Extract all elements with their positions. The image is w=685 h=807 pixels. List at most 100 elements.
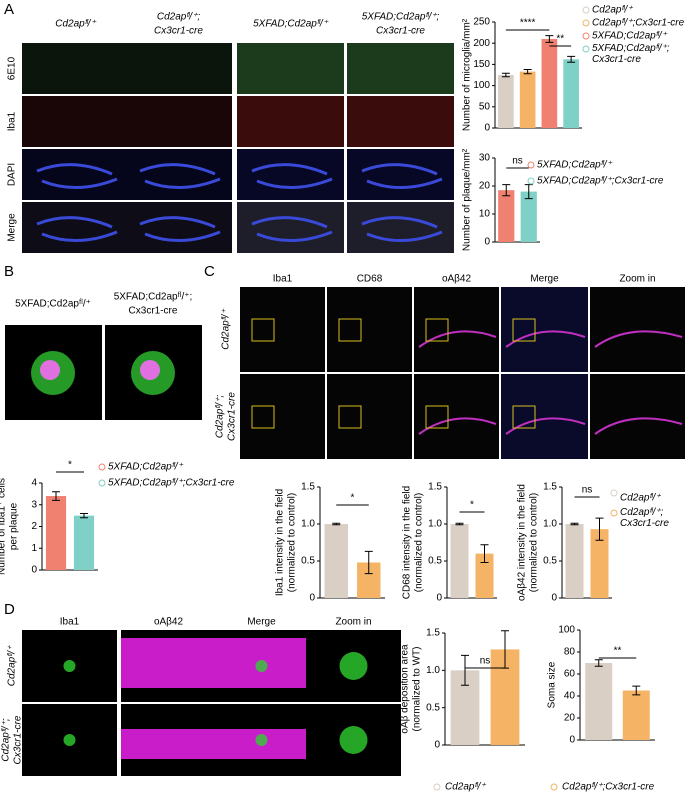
- y-tick-label: 0: [309, 593, 315, 604]
- column-header: Iba1: [60, 617, 80, 628]
- micrograph: [347, 202, 454, 253]
- y-tick-label: 3: [31, 499, 37, 510]
- y-tick-label: 30: [479, 153, 491, 164]
- y-tick-label: 0: [484, 237, 490, 248]
- panel-label: A: [4, 1, 14, 18]
- significance-label: **: [614, 646, 622, 657]
- y-tick-label: 20: [479, 181, 491, 192]
- bar: [73, 515, 95, 570]
- bar: [324, 524, 348, 598]
- significance-label: ns: [582, 485, 593, 496]
- hippocampus-layer: [139, 163, 221, 190]
- y-axis-label: (normalized to WT): [412, 646, 423, 731]
- micrograph: [590, 287, 685, 372]
- y-tick-label: 0.5: [301, 556, 315, 567]
- bar: [357, 562, 381, 598]
- micrograph: [240, 374, 325, 459]
- micrograph: [22, 96, 129, 147]
- error-bar: [501, 72, 510, 78]
- y-axis-label: per plaque: [9, 502, 20, 550]
- column-header: CD68: [357, 274, 383, 285]
- row-label: Cd2apᶠˡ/⁺: [7, 645, 18, 686]
- y-tick-label: 0.5: [543, 556, 557, 567]
- plaque: [140, 360, 160, 380]
- plaque-band: [594, 417, 683, 435]
- legend-marker: [550, 783, 558, 791]
- legend-marker: [582, 45, 590, 53]
- plaque-band: [121, 729, 216, 759]
- roi-box: [338, 405, 362, 429]
- bar: [475, 553, 494, 598]
- legend-label: Cd2apᶠˡ/⁺;: [620, 507, 664, 518]
- column-header: Cx3cr1-cre: [376, 26, 425, 37]
- legend-label: Cd2apᶠˡ/⁺;Cx3cr1-cre: [592, 18, 685, 29]
- y-axis-label: oAβ deposition area: [400, 644, 411, 734]
- row-label: Iba1: [7, 111, 18, 131]
- row-label: 6E10: [7, 56, 18, 80]
- plaque-band: [594, 330, 683, 348]
- cell: [255, 734, 268, 746]
- y-tick-label: 40: [564, 691, 576, 702]
- y-tick-label: 50: [479, 101, 491, 112]
- micrograph: [501, 287, 588, 372]
- micrograph: [240, 287, 325, 372]
- roi-box: [251, 318, 275, 342]
- error-bar: [502, 184, 511, 197]
- y-tick-label: 4: [31, 478, 37, 489]
- y-tick-label: 0: [31, 565, 37, 576]
- y-axis-label: Number of plaque/mm²: [462, 148, 473, 251]
- column-header: 5XFAD;Cd2apᶠˡ/⁺;: [114, 292, 193, 303]
- legend-marker: [610, 489, 618, 497]
- legend-label: Cd2apᶠˡ/⁺: [592, 5, 633, 16]
- column-header: Cx3cr1-cre: [129, 306, 178, 317]
- row-label: Cd2apᶠˡ/⁺;: [215, 395, 226, 439]
- column-header: 5XFAD;Cd2apᶠˡ/⁺;: [362, 12, 440, 23]
- hippocampus-layer: [361, 163, 443, 190]
- legend-marker: [98, 479, 106, 487]
- y-tick-label: 1.5: [301, 482, 315, 493]
- plaque: [40, 360, 60, 380]
- legend-label: 5XFAD;Cd2apᶠˡ/⁺: [592, 31, 667, 42]
- column-header: Zoom in: [619, 274, 655, 285]
- micrograph: [125, 96, 232, 147]
- row-label: Cx3cr1-cre: [227, 392, 238, 441]
- micrograph: [237, 96, 344, 147]
- roi-box: [512, 318, 536, 342]
- plaque-band: [418, 417, 497, 435]
- bar: [590, 529, 609, 598]
- y-tick-label: 0: [484, 123, 490, 134]
- column-header: Cd2apᶠˡ/⁺: [55, 19, 96, 30]
- cell: [255, 660, 268, 672]
- bar: [541, 38, 558, 128]
- hippocampus-layer: [139, 216, 221, 243]
- legend-label: Cx3cr1-cre: [592, 54, 641, 65]
- legend-marker: [582, 32, 590, 40]
- error-bar: [461, 654, 469, 686]
- y-tick-label: 80: [564, 647, 576, 658]
- y-tick-label: 1.0: [301, 519, 315, 530]
- bar: [520, 191, 537, 242]
- error-bar: [480, 544, 489, 563]
- error-bar: [632, 685, 641, 696]
- y-tick-label: 200: [473, 38, 490, 49]
- y-axis-label: Number of Iba1⁺ cells: [0, 478, 8, 575]
- significance-label: **: [556, 34, 564, 45]
- y-tick-label: 0: [436, 593, 442, 604]
- legend-label: Cd2apᶠˡ/⁺: [620, 493, 661, 504]
- y-tick-label: 250: [473, 17, 490, 28]
- legend-label: 5XFAD;Cd2apᶠˡ/⁺;Cx3cr1-cre: [537, 176, 664, 187]
- column-header: oAβ42: [154, 617, 184, 628]
- bar: [450, 524, 469, 598]
- row-label: Cx3cr1-cre: [13, 715, 24, 764]
- micrograph: [125, 43, 232, 94]
- micrograph: [347, 43, 454, 94]
- y-tick-label: 0: [569, 735, 575, 746]
- micrograph: [414, 287, 499, 372]
- plaque-band: [121, 638, 216, 688]
- y-tick-label: 60: [564, 669, 576, 680]
- micrograph: [237, 149, 344, 200]
- error-bar: [567, 55, 576, 63]
- y-tick-label: 0.5: [426, 702, 440, 713]
- significance-label: *: [68, 460, 72, 471]
- y-axis-label: oAβ42 intensity in the field: [517, 484, 528, 601]
